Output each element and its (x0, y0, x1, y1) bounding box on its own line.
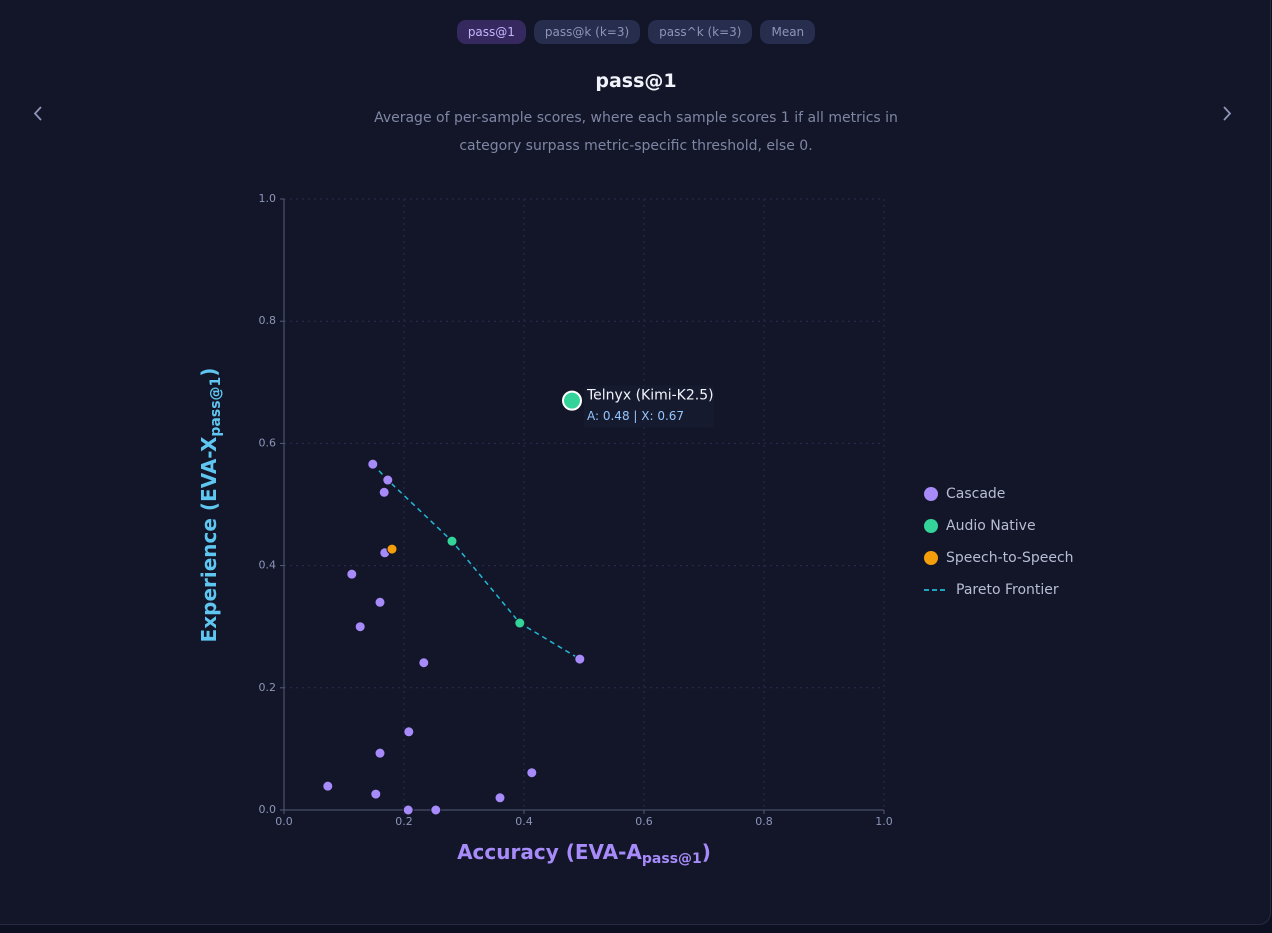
y-label: Experience (EVA-Xpass@1) (197, 368, 225, 643)
y-tick-label: 0.2 (259, 681, 277, 694)
tab-bar: pass@1 pass@k (k=3) pass^k (k=3) Mean (0, 20, 1272, 44)
chart-title: pass@1 (595, 70, 677, 92)
x-tick-label: 0.8 (755, 815, 773, 828)
tooltip-detail: A: 0.48 | X: 0.67 (587, 409, 684, 423)
data-point (418, 657, 430, 669)
data-point (346, 568, 358, 580)
x-label: Accuracy (EVA-Apass@1) (457, 840, 711, 868)
y-tick-label: 0.0 (259, 803, 277, 816)
y-tick-label: 1.0 (259, 192, 277, 205)
legend-label: Audio Native (946, 518, 1036, 534)
data-point (370, 788, 382, 800)
tooltip-bg (584, 385, 714, 428)
axis-label-sub: pass@1 (208, 377, 224, 437)
y-tick-label: 0.8 (259, 314, 277, 327)
data-point (374, 596, 386, 608)
next-arrow[interactable] (1223, 106, 1232, 121)
axis-label-main: Accuracy (EVA-A (457, 840, 642, 864)
data-point (378, 486, 390, 498)
data-point (430, 804, 442, 816)
axis-label-main: Experience (EVA-X (197, 436, 221, 642)
legend-swatch (924, 551, 938, 565)
data-point (402, 804, 414, 816)
legend-swatch (924, 519, 938, 533)
data-point (514, 617, 526, 629)
axis-label-sub: pass@1 (642, 851, 702, 867)
data-point (386, 543, 398, 555)
data-point (403, 726, 415, 738)
data-point (494, 792, 506, 804)
data-point (446, 535, 458, 547)
y-tick-label: 0.4 (259, 559, 277, 572)
x-tick-label: 0.4 (515, 815, 533, 828)
legend-label: Pareto Frontier (956, 582, 1059, 598)
data-point (382, 474, 394, 486)
chart-subtitle: Average of per-sample scores, where each… (374, 110, 898, 154)
x-tick-label: 0.6 (635, 815, 653, 828)
data-point (354, 621, 366, 633)
data-point (526, 767, 538, 779)
axis-label-end: ) (197, 368, 221, 377)
x-tick-label: 0.2 (395, 815, 413, 828)
tab[interactable]: Mean (760, 20, 816, 44)
y-tick-label: 0.6 (259, 436, 277, 449)
x-tick-label: 1.0 (875, 815, 893, 828)
data-point (367, 458, 379, 470)
data-point (374, 747, 386, 759)
tooltip-title: Telnyx (Kimi-K2.5) (586, 388, 714, 404)
axis-label-end: ) (702, 840, 711, 864)
legend-label: Speech-to-Speech (946, 550, 1074, 566)
prev-arrow[interactable] (33, 106, 42, 121)
tab[interactable]: pass^k (k=3) (648, 20, 753, 44)
tab[interactable]: pass@k (k=3) (533, 20, 641, 44)
x-tick-label: 0.0 (275, 815, 293, 828)
legend-swatch (924, 487, 938, 501)
data-point (322, 780, 334, 792)
legend-label: Cascade (946, 486, 1005, 502)
hovered-point (562, 390, 582, 411)
data-point (574, 653, 586, 665)
tab[interactable]: pass@1 (456, 20, 526, 44)
